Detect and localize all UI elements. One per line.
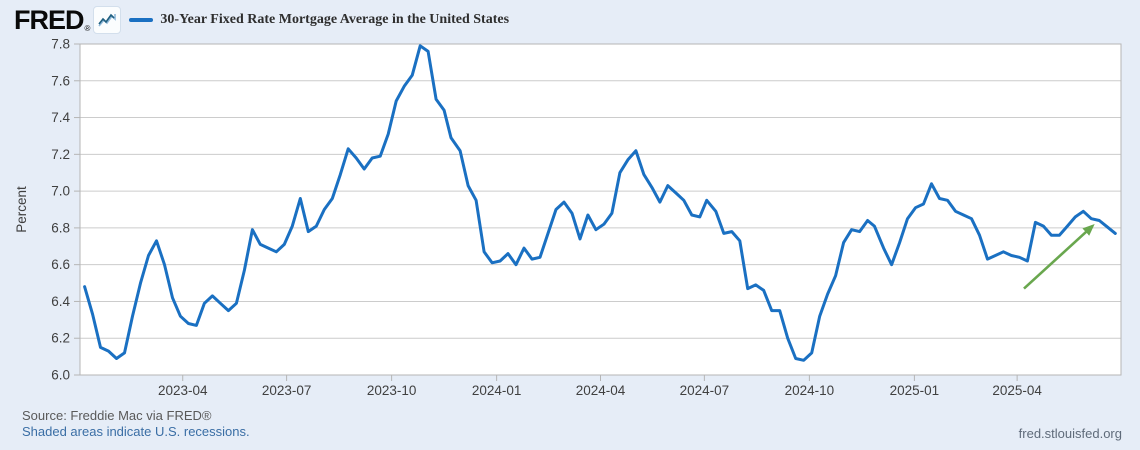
registered-mark: ® <box>84 23 91 33</box>
series-legend[interactable]: 30-Year Fixed Rate Mortgage Average in t… <box>129 12 509 28</box>
x-tick-label: 2024-10 <box>785 383 835 398</box>
recession-note-link[interactable]: Shaded areas indicate U.S. recessions. <box>22 424 250 439</box>
x-tick-label: 2023-10 <box>367 383 417 398</box>
y-tick-label: 7.0 <box>51 184 70 199</box>
y-tick-label: 6.2 <box>51 331 70 346</box>
series-line-30yr-mortgage <box>83 44 1117 362</box>
fred-sparkline-icon <box>93 6 122 34</box>
source-note: Source: Freddie Mac via FRED® <box>22 408 212 423</box>
fred-logo[interactable]: FRED ® <box>14 5 90 36</box>
series-title: 30-Year Fixed Rate Mortgage Average in t… <box>160 12 510 27</box>
y-tick-label: 7.2 <box>51 147 70 162</box>
y-tick-label: 7.4 <box>51 110 70 125</box>
fred-logo-text: FRED <box>14 4 84 35</box>
x-tick-label: 2024-01 <box>472 383 522 398</box>
chart-footer-notes: Source: Freddie Mac via FRED® Shaded are… <box>22 408 250 440</box>
y-tick-label: 6.6 <box>51 257 70 272</box>
chart-header: FRED ® 30-Year Fixed Rate Mortgage Avera… <box>14 4 509 36</box>
x-tick-label: 2025-04 <box>992 383 1042 398</box>
x-tick-label: 2024-04 <box>576 383 626 398</box>
x-tick-label: 2025-01 <box>890 383 940 398</box>
x-tick-label: 2023-07 <box>262 383 312 398</box>
y-tick-label: 7.8 <box>51 37 70 52</box>
y-tick-label: 6.0 <box>51 368 70 383</box>
y-tick-label: 6.4 <box>51 294 70 309</box>
x-tick-label: 2023-04 <box>158 383 208 398</box>
plot-border <box>79 43 1122 376</box>
legend-line-swatch <box>129 18 154 22</box>
plot-area <box>80 44 1121 375</box>
y-tick-label: 7.6 <box>51 73 70 88</box>
y-tick-label: 6.8 <box>51 220 70 235</box>
y-axis-title: Percent <box>14 186 29 233</box>
chart-footer-site: fred.stlouisfed.org <box>1019 426 1122 441</box>
fred-site-link[interactable]: fred.stlouisfed.org <box>1018 426 1122 441</box>
x-tick-label: 2024-07 <box>680 383 730 398</box>
trend-arrow-annotation <box>1023 224 1095 290</box>
